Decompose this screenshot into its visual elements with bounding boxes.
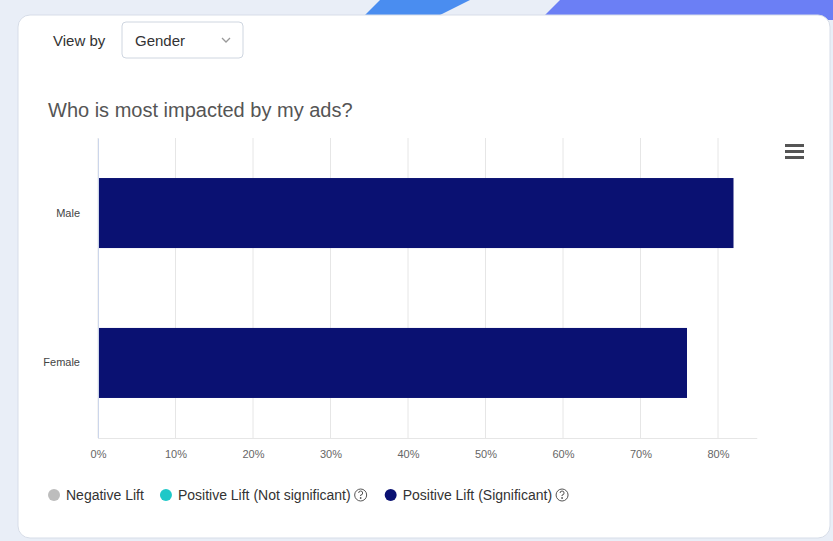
y-tick-label: Female — [43, 356, 80, 368]
bar[interactable] — [98, 328, 687, 398]
help-icon[interactable] — [355, 489, 367, 501]
y-tick: Male — [56, 207, 98, 219]
x-tick-label: 20% — [242, 448, 264, 460]
y-axis-line — [98, 139, 99, 439]
dropdown[interactable] — [122, 22, 243, 58]
canvas: View by Gender Who is most impacted by my … — [0, 0, 833, 541]
legend-item[interactable]: Negative Lift — [48, 487, 144, 503]
legend-swatch[interactable] — [160, 489, 172, 501]
card — [18, 15, 830, 538]
x-tick-label: 80% — [707, 448, 729, 460]
x-tick-label: 10% — [165, 448, 187, 460]
chart-title: Who is most impacted by my ads? — [48, 99, 353, 121]
x-tick: 70% — [630, 438, 652, 460]
view-by-label: View by — [53, 32, 106, 49]
x-axis-line — [99, 438, 758, 439]
legend-label[interactable]: Positive Lift (Not significant) — [178, 487, 351, 503]
y-tick: Female — [43, 356, 98, 368]
menu-icon[interactable] — [785, 144, 804, 159]
legend-item[interactable]: Positive Lift (Not significant) — [160, 487, 367, 503]
help-icon-dot[interactable] — [360, 497, 362, 499]
x-tick: 10% — [165, 438, 187, 460]
bars — [98, 178, 734, 398]
dropdown-arrow[interactable] — [222, 38, 230, 42]
x-tick: 50% — [475, 438, 497, 460]
help-icon[interactable] — [556, 489, 568, 501]
x-tick-label: 40% — [397, 448, 419, 460]
legend-label[interactable]: Positive Lift (Significant) — [403, 487, 552, 503]
help-icon-dot[interactable] — [561, 497, 563, 499]
x-tick: 0% — [91, 438, 107, 460]
legend: Negative Lift Positive Lift (Not signific… — [48, 487, 568, 503]
x-tick-label: 0% — [91, 448, 107, 460]
x-tick-label: 70% — [630, 448, 652, 460]
x-tick: 40% — [397, 438, 419, 460]
dropdown-value[interactable]: Gender — [135, 32, 185, 49]
y-axis: Male Female — [43, 139, 98, 439]
x-tick: 20% — [242, 438, 264, 460]
help-icon-mark[interactable] — [359, 491, 363, 496]
legend-label[interactable]: Negative Lift — [66, 487, 144, 503]
legend-swatch[interactable] — [48, 489, 60, 501]
menu-line[interactable] — [785, 156, 804, 159]
x-tick-label: 50% — [475, 448, 497, 460]
grid-line — [98, 138, 99, 438]
x-tick: 80% — [707, 438, 729, 460]
menu-line[interactable] — [785, 150, 804, 153]
x-tick: 60% — [552, 438, 574, 460]
legend-swatch[interactable] — [385, 489, 397, 501]
x-tick-label: 30% — [320, 448, 342, 460]
y-tick-label: Male — [56, 207, 80, 219]
x-tick-label: 60% — [552, 448, 574, 460]
bar[interactable] — [98, 178, 734, 248]
legend-item[interactable]: Positive Lift (Significant) — [385, 487, 568, 503]
help-icon-mark[interactable] — [560, 491, 564, 496]
x-tick: 30% — [320, 438, 342, 460]
x-axis: 0% 10% 20% 30% 40% 50% 60% 70% 80% — [91, 438, 758, 460]
menu-line[interactable] — [785, 144, 804, 147]
